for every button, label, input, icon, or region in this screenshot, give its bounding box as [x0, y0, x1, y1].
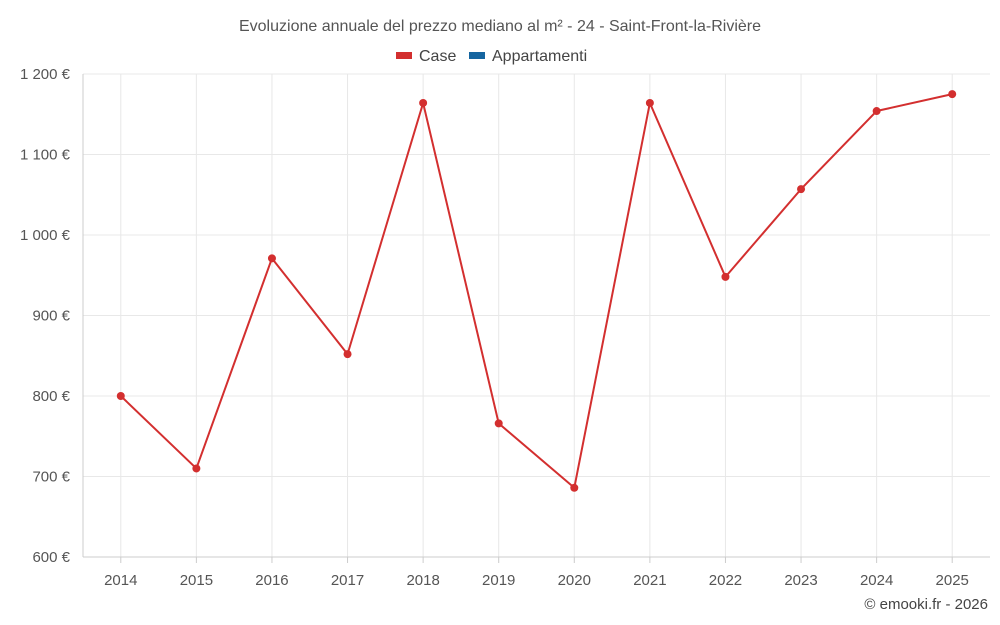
series-case	[116, 90, 957, 492]
x-axis-ticks: 2014 2015 2016 2017 2018 2019 2020 2021 2022 2023…	[104, 572, 969, 589]
credit-text: © emooki.fr - 2026	[864, 596, 988, 613]
x-tick-label: 2024	[860, 572, 893, 589]
axes	[82, 74, 990, 563]
x-tick-label: 2025	[936, 572, 969, 589]
data-point-case-2017[interactable]	[343, 350, 352, 359]
x-tick-label: 2016	[255, 572, 288, 589]
data-point-case-2019[interactable]	[494, 419, 503, 428]
data-point-case-2025[interactable]	[948, 90, 957, 99]
legend: Case Appartamenti	[396, 48, 587, 65]
y-tick-label: 700 €	[32, 469, 70, 486]
x-tick-label: 2018	[406, 572, 439, 589]
data-point-case-2022[interactable]	[721, 272, 730, 281]
x-tick-label: 2015	[180, 572, 213, 589]
data-point-case-2015[interactable]	[192, 464, 201, 473]
legend-label-appartamenti[interactable]: Appartamenti	[492, 48, 587, 65]
series-line-case	[120, 93, 953, 489]
y-tick-label: 1 200 €	[20, 66, 71, 83]
x-tick-label: 2017	[331, 572, 364, 589]
data-point-case-2016[interactable]	[267, 254, 276, 263]
legend-swatch-appartamenti	[469, 52, 485, 59]
x-tick-label: 2019	[482, 572, 515, 589]
data-point-case-2023[interactable]	[797, 185, 806, 194]
data-point-case-2021[interactable]	[645, 98, 654, 107]
y-tick-label: 1 000 €	[20, 227, 71, 244]
data-point-case-2020[interactable]	[570, 483, 579, 492]
grid	[83, 73, 990, 557]
x-tick-label: 2021	[633, 572, 666, 589]
x-tick-label: 2020	[558, 572, 591, 589]
x-tick-label: 2022	[709, 572, 742, 589]
y-tick-label: 900 €	[32, 308, 70, 325]
y-tick-label: 1 100 €	[20, 147, 71, 164]
x-tick-label: 2023	[784, 572, 817, 589]
y-tick-label: 600 €	[32, 549, 70, 566]
legend-label-case[interactable]: Case	[419, 48, 456, 65]
data-point-case-2024[interactable]	[872, 107, 881, 116]
x-tick-label: 2014	[104, 572, 137, 589]
chart-title: Evoluzione annuale del prezzo mediano al…	[239, 18, 761, 35]
y-tick-label: 800 €	[32, 388, 70, 405]
data-point-case-2014[interactable]	[116, 392, 125, 400]
y-axis-ticks: 600 € 700 € 800 € 900 € 1 000 € 1 100 € 1 200 …	[20, 66, 71, 566]
data-point-case-2018[interactable]	[419, 98, 428, 107]
legend-swatch-case	[396, 52, 412, 59]
